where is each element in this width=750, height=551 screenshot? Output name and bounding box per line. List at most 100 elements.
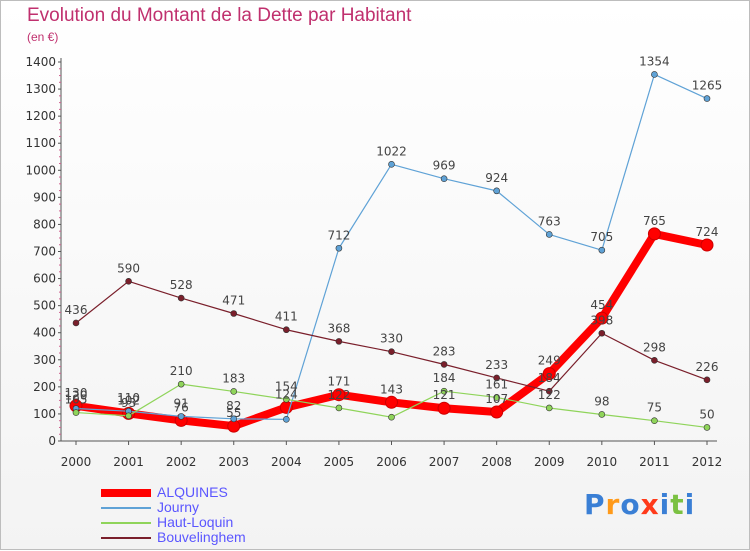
legend-swatch bbox=[101, 522, 151, 524]
data-point-alquines bbox=[647, 227, 661, 241]
y-tick-label: 600 bbox=[33, 272, 56, 286]
data-label-bouvelinghem: 590 bbox=[117, 261, 140, 275]
x-tick-label: 2008 bbox=[481, 455, 512, 469]
data-point-bouvelinghem bbox=[651, 357, 658, 364]
data-point-haut-loquin bbox=[388, 413, 395, 421]
data-point-journy bbox=[545, 231, 553, 238]
data-point-journy bbox=[703, 95, 711, 102]
data-label-haut-loquin: 98 bbox=[594, 394, 609, 408]
y-tick-label: 300 bbox=[33, 353, 56, 367]
data-label-journy: 1354 bbox=[639, 54, 670, 68]
data-label-bouvelinghem: 330 bbox=[380, 332, 403, 346]
data-label-alquines: 130 bbox=[65, 386, 88, 400]
legend-swatch bbox=[101, 537, 151, 539]
data-label-alquines: 121 bbox=[433, 388, 456, 402]
data-point-bouvelinghem bbox=[230, 310, 238, 317]
data-point-haut-loquin bbox=[177, 380, 185, 388]
data-label-bouvelinghem: 226 bbox=[696, 360, 719, 374]
data-point-journy bbox=[230, 415, 238, 423]
data-label-haut-loquin: 50 bbox=[699, 407, 714, 421]
data-point-alquines bbox=[542, 367, 556, 381]
data-label-alquines: 171 bbox=[327, 375, 350, 389]
data-label-alquines: 107 bbox=[485, 392, 508, 406]
data-label-alquines: 124 bbox=[275, 387, 298, 401]
unit-label: (en €) bbox=[27, 30, 59, 44]
data-point-haut-loquin bbox=[598, 411, 606, 418]
data-point-journy bbox=[651, 71, 658, 78]
y-tick-label: 1200 bbox=[25, 109, 56, 123]
data-label-journy: 1265 bbox=[692, 79, 723, 93]
x-tick-label: 2001 bbox=[113, 455, 144, 469]
data-label-haut-loquin: 184 bbox=[433, 371, 456, 385]
data-label-bouvelinghem: 233 bbox=[485, 358, 508, 372]
data-label-haut-loquin: 75 bbox=[647, 401, 662, 415]
x-tick-label: 2005 bbox=[324, 455, 355, 469]
x-tick-label: 2002 bbox=[166, 455, 197, 469]
data-label-journy: 705 bbox=[590, 230, 613, 244]
data-point-alquines bbox=[437, 401, 451, 415]
data-label-bouvelinghem: 471 bbox=[222, 293, 245, 307]
data-point-haut-loquin bbox=[230, 388, 238, 395]
data-point-bouvelinghem bbox=[335, 338, 343, 345]
data-label-bouvelinghem: 368 bbox=[327, 321, 350, 335]
data-point-haut-loquin bbox=[545, 404, 553, 412]
data-point-bouvelinghem bbox=[177, 294, 185, 302]
data-point-alquines bbox=[490, 405, 504, 419]
data-point-bouvelinghem bbox=[545, 387, 553, 395]
x-tick-label: 2000 bbox=[61, 455, 92, 469]
data-label-bouvelinghem: 411 bbox=[275, 310, 298, 324]
data-label-bouvelinghem: 528 bbox=[170, 278, 193, 292]
x-tick-label: 2012 bbox=[692, 455, 723, 469]
x-tick-label: 2004 bbox=[271, 455, 302, 469]
data-point-journy bbox=[440, 175, 448, 182]
data-label-haut-loquin: 93 bbox=[121, 396, 136, 410]
data-point-haut-loquin bbox=[335, 404, 343, 412]
data-label-haut-loquin: 105 bbox=[65, 393, 88, 407]
data-point-journy bbox=[598, 246, 606, 254]
data-label-haut-loquin: 210 bbox=[170, 364, 193, 378]
chart-title: Evolution du Montant de la Dette par Hab… bbox=[27, 5, 412, 26]
data-label-journy: 91 bbox=[174, 396, 189, 410]
y-tick-label: 0 bbox=[48, 434, 56, 448]
data-label-journy: 120 bbox=[65, 389, 88, 403]
data-label-haut-loquin: 122 bbox=[327, 388, 350, 402]
data-label-alquines: 55 bbox=[226, 406, 241, 420]
data-label-journy: 1022 bbox=[376, 144, 407, 158]
data-point-journy bbox=[283, 416, 290, 423]
data-label-alquines: 724 bbox=[696, 225, 719, 239]
data-label-haut-loquin: 122 bbox=[538, 388, 561, 402]
data-label-journy: 924 bbox=[485, 171, 508, 185]
legend-swatch bbox=[101, 489, 151, 497]
data-label-bouvelinghem: 398 bbox=[590, 313, 613, 327]
y-tick-label: 500 bbox=[33, 299, 56, 313]
data-point-alquines bbox=[385, 395, 398, 409]
y-tick-label: 400 bbox=[33, 326, 56, 340]
data-point-journy bbox=[335, 244, 343, 252]
data-point-haut-loquin bbox=[493, 394, 500, 401]
data-point-alquines bbox=[595, 311, 609, 325]
data-label-bouvelinghem: 283 bbox=[433, 344, 456, 358]
data-point-bouvelinghem bbox=[440, 361, 448, 368]
x-tick-label: 2010 bbox=[587, 455, 618, 469]
legend-label: ALQUINES bbox=[157, 484, 228, 500]
x-tick-label: 2007 bbox=[429, 455, 460, 469]
y-tick-label: 1000 bbox=[25, 163, 56, 177]
data-label-journy: 712 bbox=[327, 228, 350, 242]
y-tick-label: 1300 bbox=[25, 82, 56, 96]
data-label-bouvelinghem: 184 bbox=[538, 371, 561, 385]
legend-label: Journy bbox=[157, 499, 200, 515]
y-tick-label: 1100 bbox=[25, 136, 56, 150]
legend-label: Bouvelinghem bbox=[157, 529, 246, 545]
data-label-alquines: 102 bbox=[117, 393, 140, 407]
data-label-alquines: 249 bbox=[538, 354, 561, 368]
data-point-bouvelinghem bbox=[493, 374, 500, 382]
y-tick-label: 100 bbox=[33, 407, 56, 421]
x-tick-label: 2011 bbox=[639, 455, 670, 469]
data-point-journy bbox=[493, 187, 500, 195]
y-tick-label: 700 bbox=[33, 245, 56, 259]
data-label-haut-loquin: 183 bbox=[222, 371, 245, 385]
data-label-alquines: 76 bbox=[174, 400, 189, 414]
data-label-alquines: 765 bbox=[643, 214, 666, 228]
data-label-journy: 969 bbox=[433, 159, 456, 173]
